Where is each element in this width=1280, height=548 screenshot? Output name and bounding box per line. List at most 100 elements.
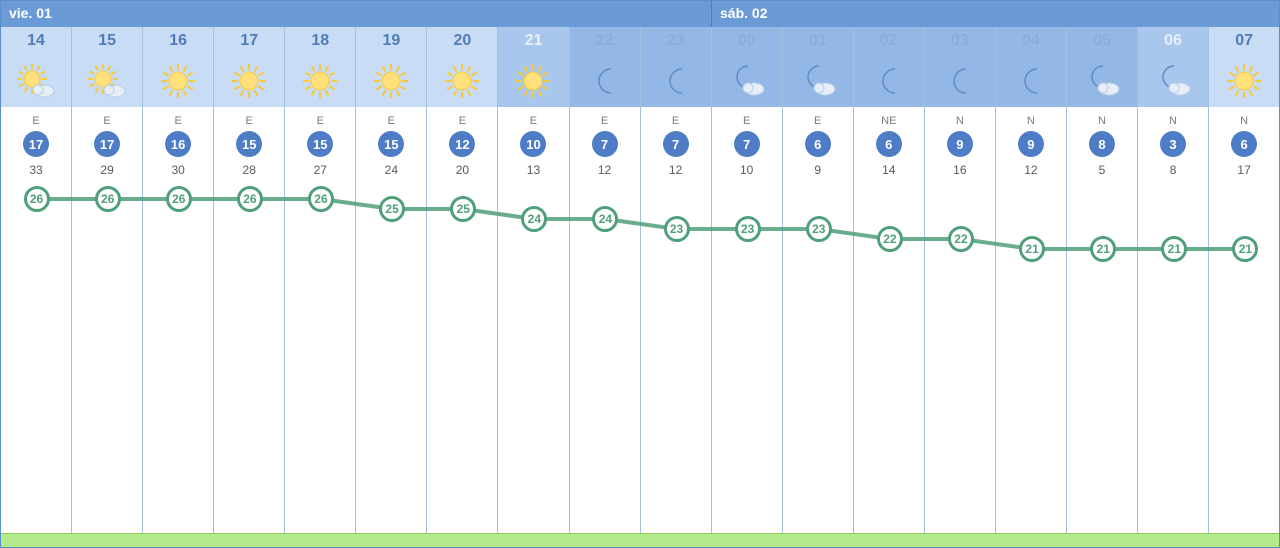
hour-label: 06	[1138, 27, 1208, 55]
wind-speed-badge: 12	[449, 131, 475, 157]
wind-direction: E	[570, 113, 640, 129]
moon-icon	[854, 55, 924, 107]
wind-direction: N	[925, 113, 995, 129]
hour-label: 20	[427, 27, 497, 55]
wind-direction: E	[285, 113, 355, 129]
hour-label: 16	[143, 27, 213, 55]
wind-direction: E	[498, 113, 568, 129]
temp-point: 22	[877, 226, 903, 252]
temp-point: 21	[1090, 236, 1116, 262]
temp-point: 23	[664, 216, 690, 242]
hour-label: 14	[1, 27, 71, 55]
moon-icon	[570, 55, 640, 107]
temp-point: 23	[806, 216, 832, 242]
gust-value: 28	[214, 159, 284, 181]
sun-icon	[214, 55, 284, 107]
wind-speed-badge: 7	[734, 131, 760, 157]
temp-point: 25	[379, 196, 405, 222]
bottom-bar	[1, 533, 1279, 547]
gust-value: 8	[1138, 159, 1208, 181]
sun-icon	[498, 55, 568, 107]
wind-speed-badge: 6	[1231, 131, 1257, 157]
wind-speed-badge: 9	[1018, 131, 1044, 157]
gust-value: 9	[783, 159, 853, 181]
hour-label: 23	[641, 27, 711, 55]
forecast-panel: vie. 01sáb. 02 14 E173315 E172916 E16301…	[0, 0, 1280, 548]
temp-point: 26	[95, 186, 121, 212]
wind-direction: N	[1209, 113, 1279, 129]
gust-value: 12	[641, 159, 711, 181]
wind-speed-badge: 15	[307, 131, 333, 157]
temp-point: 26	[24, 186, 50, 212]
gust-value: 14	[854, 159, 924, 181]
wind-direction: E	[143, 113, 213, 129]
hour-label: 15	[72, 27, 142, 55]
moon-cloud-icon	[783, 55, 853, 107]
gust-value: 12	[570, 159, 640, 181]
gust-value: 13	[498, 159, 568, 181]
wind-direction: E	[712, 113, 782, 129]
wind-speed-badge: 10	[520, 131, 546, 157]
temp-point: 26	[166, 186, 192, 212]
hour-label: 19	[356, 27, 426, 55]
sun-icon	[285, 55, 355, 107]
wind-speed-badge: 8	[1089, 131, 1115, 157]
temp-point: 26	[237, 186, 263, 212]
moon-cloud-icon	[1138, 55, 1208, 107]
gust-value: 30	[143, 159, 213, 181]
gust-value: 12	[996, 159, 1066, 181]
temp-point: 24	[592, 206, 618, 232]
gust-value: 17	[1209, 159, 1279, 181]
hour-label: 00	[712, 27, 782, 55]
sun-icon	[356, 55, 426, 107]
hour-label: 17	[214, 27, 284, 55]
gust-value: 20	[427, 159, 497, 181]
gust-value: 29	[72, 159, 142, 181]
wind-speed-badge: 6	[876, 131, 902, 157]
wind-speed-badge: 16	[165, 131, 191, 157]
gust-value: 16	[925, 159, 995, 181]
wind-speed-badge: 9	[947, 131, 973, 157]
gust-value: 27	[285, 159, 355, 181]
moon-icon	[641, 55, 711, 107]
wind-direction: N	[996, 113, 1066, 129]
sun-cloud-icon	[72, 55, 142, 107]
wind-speed-badge: 17	[23, 131, 49, 157]
day-label: sáb. 02	[711, 1, 1279, 27]
wind-direction: N	[1138, 113, 1208, 129]
wind-speed-badge: 7	[663, 131, 689, 157]
gust-value: 5	[1067, 159, 1137, 181]
hour-label: 22	[570, 27, 640, 55]
wind-speed-badge: 15	[378, 131, 404, 157]
hour-label: 04	[996, 27, 1066, 55]
gust-value: 24	[356, 159, 426, 181]
temp-line-chart	[1, 181, 1280, 381]
moon-icon	[925, 55, 995, 107]
wind-direction: E	[356, 113, 426, 129]
hour-columns: 14 E173315 E172916 E163017 E152818	[1, 27, 1279, 533]
hour-label: 01	[783, 27, 853, 55]
hour-label: 07	[1209, 27, 1279, 55]
wind-direction: E	[1, 113, 71, 129]
hour-label: 03	[925, 27, 995, 55]
hour-label: 05	[1067, 27, 1137, 55]
wind-speed-badge: 6	[805, 131, 831, 157]
moon-icon	[996, 55, 1066, 107]
moon-cloud-icon	[1067, 55, 1137, 107]
wind-direction: E	[214, 113, 284, 129]
sun-icon	[1209, 55, 1279, 107]
sun-icon	[143, 55, 213, 107]
wind-direction: NE	[854, 113, 924, 129]
temp-point: 21	[1019, 236, 1045, 262]
wind-speed-badge: 3	[1160, 131, 1186, 157]
wind-direction: E	[427, 113, 497, 129]
wind-speed-badge: 15	[236, 131, 262, 157]
wind-direction: E	[641, 113, 711, 129]
temp-point: 22	[948, 226, 974, 252]
wind-speed-badge: 7	[592, 131, 618, 157]
wind-direction: N	[1067, 113, 1137, 129]
temp-point: 21	[1232, 236, 1258, 262]
hour-label: 18	[285, 27, 355, 55]
day-header: vie. 01sáb. 02	[1, 1, 1279, 27]
sun-icon	[427, 55, 497, 107]
